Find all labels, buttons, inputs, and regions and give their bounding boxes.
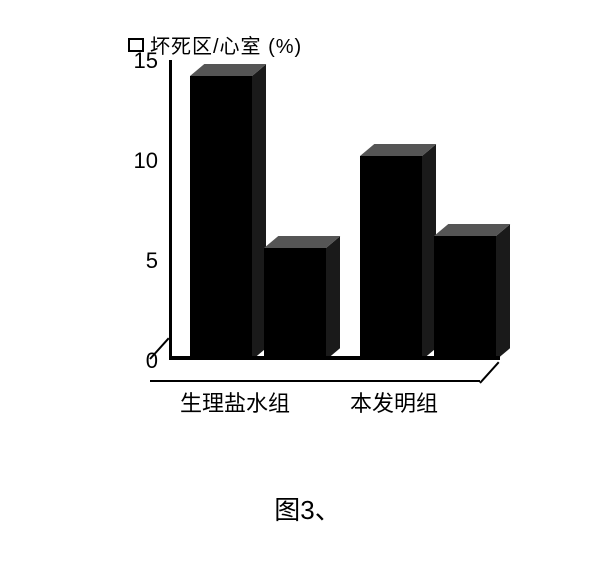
bar-front	[360, 156, 422, 360]
x-axis-label: 本发明组	[350, 386, 438, 418]
y-axis	[169, 60, 172, 360]
bar-front	[434, 236, 496, 360]
floor-front	[150, 380, 480, 382]
bar-front	[190, 76, 252, 360]
bar	[360, 144, 436, 360]
bar	[264, 236, 340, 360]
bar-front	[264, 248, 326, 360]
y-tick-label: 5	[146, 248, 158, 274]
legend-label: 坏死区/心室 (%)	[150, 30, 302, 59]
plot-area: 051015 生理盐水组本发明组	[170, 60, 500, 360]
figure-caption: 图3、	[0, 490, 615, 527]
bar	[190, 64, 266, 360]
floor-right	[479, 362, 499, 384]
y-tick-label: 10	[134, 148, 158, 174]
page-root: { "chart": { "type": "bar", "legend_labe…	[0, 0, 615, 571]
bar-side	[326, 236, 340, 360]
floor-back	[170, 356, 500, 360]
bar-chart: 坏死区/心室 (%) 051015 生理盐水组本发明组	[100, 30, 520, 430]
y-tick-label: 15	[134, 48, 158, 74]
bar	[434, 224, 510, 360]
bar-side	[496, 224, 510, 360]
x-axis-label: 生理盐水组	[180, 386, 290, 418]
